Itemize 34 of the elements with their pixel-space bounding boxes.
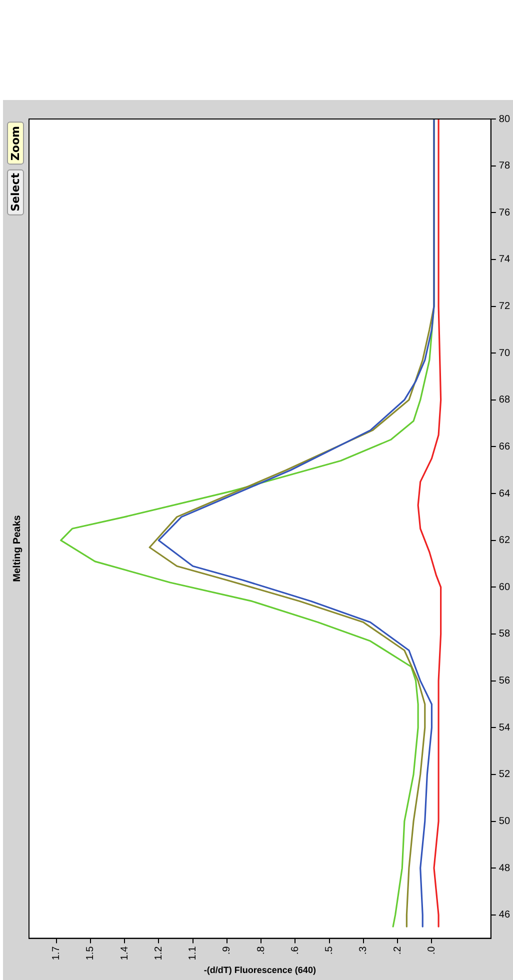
x-tick-label: 1.7: [51, 946, 62, 960]
y-tick-label: 70: [498, 348, 510, 359]
x-tick-label: .9: [222, 946, 233, 955]
x-tick-label: 1.2: [153, 946, 164, 960]
y-tick-label: 76: [498, 207, 510, 218]
text: Zoom: [7, 122, 24, 165]
x-tick-label: 1.4: [119, 946, 130, 960]
y-tick-label: 62: [498, 535, 510, 546]
y-tick-label: 50: [498, 816, 510, 828]
y-tick-label: 56: [498, 676, 510, 687]
x-tick-label: .0: [426, 946, 438, 955]
y-tick-label: 64: [498, 488, 510, 500]
x-tick-label: .6: [290, 946, 301, 955]
y-tick-label: 68: [498, 394, 510, 406]
x-tick-label: 1.5: [85, 946, 96, 960]
y-tick-label: 54: [498, 722, 510, 734]
x-tick-label: .8: [256, 946, 267, 955]
y-tick-label: 72: [498, 301, 510, 312]
x-tick-label: .3: [358, 946, 370, 955]
text: Melting Peaks: [12, 514, 23, 582]
y-tick-label: 60: [498, 582, 510, 593]
x-axis-title: -(d/dT) Fluorescence (640): [204, 965, 316, 976]
y-tick-label: 46: [498, 910, 510, 921]
y-tick-label: 74: [498, 254, 510, 266]
text: Select: [7, 168, 24, 215]
y-tick-label: 58: [498, 628, 510, 640]
y-tick-label: 80: [498, 114, 510, 125]
y-tick-label: 66: [498, 441, 510, 452]
y-tick-label: 78: [498, 160, 510, 172]
x-tick-label: 1.1: [188, 946, 199, 960]
x-tick-label: .5: [324, 946, 336, 955]
x-tick-label: .2: [392, 946, 404, 955]
y-tick-label: 48: [498, 862, 510, 874]
y-tick-label: 52: [498, 769, 510, 780]
